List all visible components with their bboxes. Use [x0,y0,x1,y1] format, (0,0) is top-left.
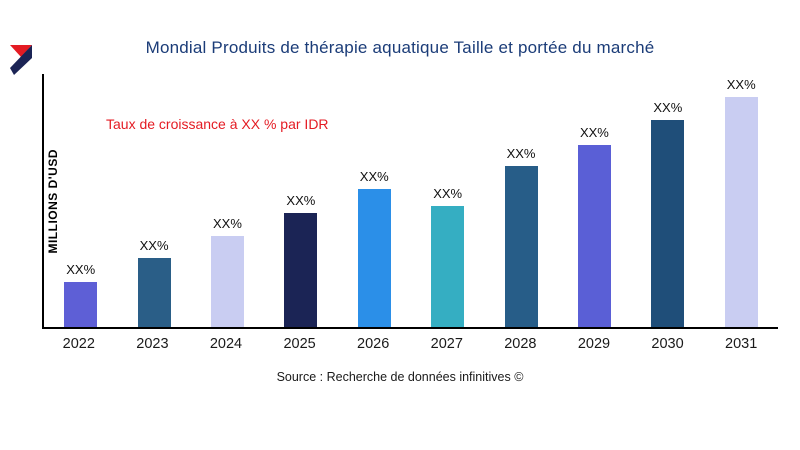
bar-2029 [577,145,611,327]
x-tick-2029: 2029 [577,336,611,352]
brand-logo-icon [10,45,32,75]
bar-value-label-2030: XX% [653,100,683,115]
source-caption: Source : Recherche de données infinitive… [276,370,524,384]
x-axis-tick-row: 2022 2023 2024 2025 2026 2027 2028 2029 2030 2031 [42,329,778,352]
bar-2028 [504,166,538,327]
bar-2030 [651,120,685,327]
y-axis-label-wrap: MILLIONS D'USD [8,74,60,329]
chart-title: Mondial Produits de thérapie aquatique T… [145,38,655,57]
x-tick-2028: 2028 [504,336,537,352]
brand-logo [8,44,34,76]
x-tick-2030: 2030 [651,336,684,352]
bar-column-2031: XX% [709,77,773,327]
bar-value-label-2029: XX% [579,125,609,140]
growth-rate-annotation: Taux de croissance à XX % par IDR [106,116,329,132]
chart-region: MILLIONS D'USD Taux de croissance à XX %… [0,74,800,352]
plot-area: Taux de croissance à XX % par IDR XX% XX%… [42,74,778,329]
x-tick-2027: 2027 [430,336,463,352]
bar-column-2028: XX% [489,146,553,327]
bar-column-2025: XX% [269,193,333,327]
x-tick-2026: 2026 [357,336,390,352]
bar-column-2022: XX% [49,262,113,327]
x-tick-2025: 2025 [283,336,316,352]
bar-value-label-2022: XX% [66,262,96,277]
bar-value-label-2026: XX% [359,169,389,184]
x-tick-2023: 2023 [136,336,169,352]
x-tick-2022: 2022 [62,336,95,352]
x-tick-2024: 2024 [209,336,243,352]
bar-column-2026: XX% [342,169,406,327]
bar-column-2030: XX% [636,100,700,327]
bar-value-label-2024: XX% [213,216,242,231]
bar-2031 [724,97,758,327]
bar-2025 [284,213,318,327]
bar-value-label-2025: XX% [286,193,316,208]
bar-column-2029: XX% [562,125,626,327]
bar-2024 [210,236,244,327]
plot-column: Taux de croissance à XX % par IDR XX% XX%… [42,74,778,352]
bar-2022 [64,282,98,327]
x-tick-2031: 2031 [725,336,758,352]
bar-column-2024: XX% [195,216,259,327]
bars-container: XX% XX% XX% XX% XX% XX% XX% XX% XX% XX% [44,74,778,327]
bar-column-2023: XX% [122,238,186,327]
bar-2026 [357,189,391,327]
bar-column-2027: XX% [416,186,480,327]
bar-value-label-2028: XX% [506,146,536,161]
bar-value-label-2023: XX% [139,238,169,253]
bar-value-label-2027: XX% [433,186,463,201]
bar-value-label-2031: XX% [726,77,756,92]
bar-2027 [431,206,465,327]
bar-2023 [137,258,171,327]
